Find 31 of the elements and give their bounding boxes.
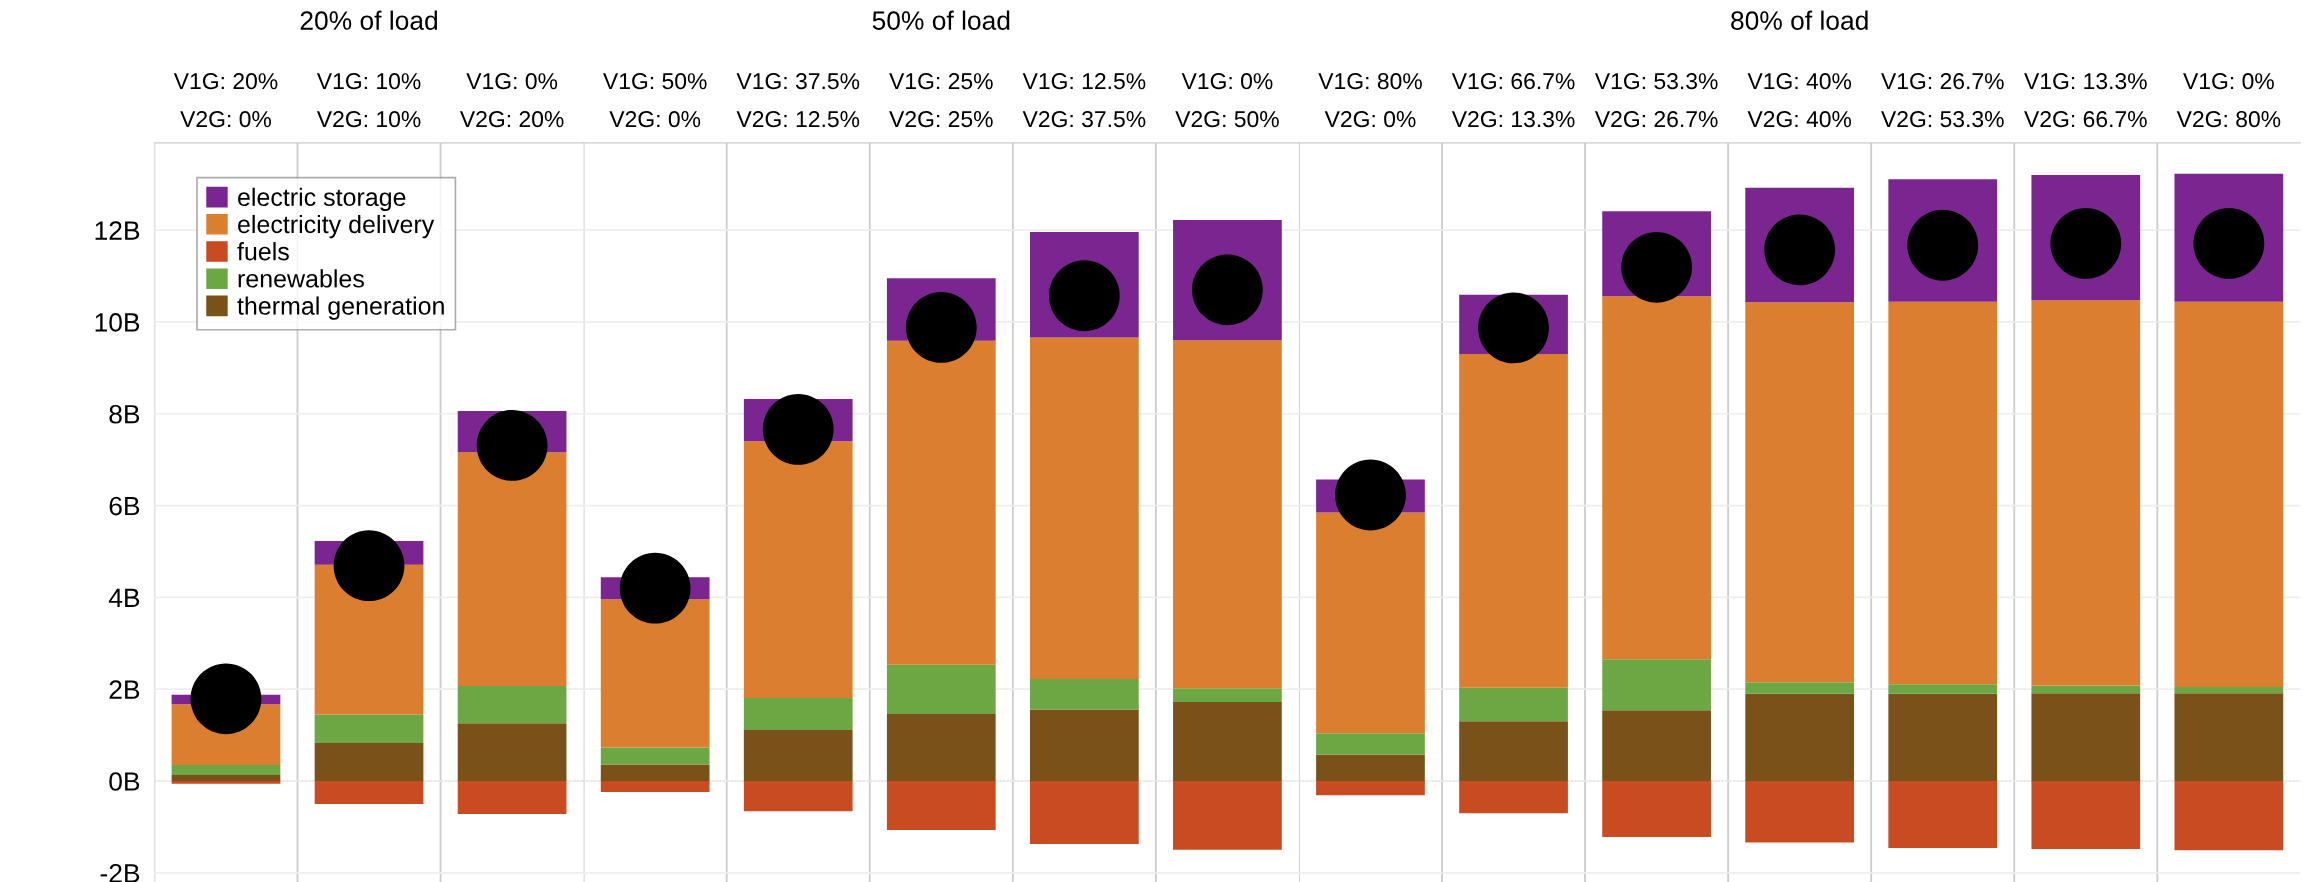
x-tick-label: V1G: 13.3% V2G: 66.7% — [2024, 73, 2147, 128]
x-tick-label: V1G: 10% V2G: 10% — [316, 73, 421, 128]
legend-label: fuels — [237, 242, 289, 261]
x-tick-label: V1G: 0% V2G: 20% — [459, 73, 564, 128]
chart-title: 80% of load — [1731, 10, 1868, 30]
x-tick-label: V1G: 53.3% V2G: 26.7% — [1594, 73, 1718, 128]
x-tick-label: V1G: 26.7% V2G: 53.3% — [1881, 73, 2004, 128]
y-tick-label: 6B — [109, 496, 140, 516]
legend-label: thermal generation — [237, 296, 444, 320]
legend-label: electricity delivery — [238, 214, 435, 239]
y-tick-label: 10B — [95, 313, 140, 332]
chart-title: 50% of load — [872, 10, 1010, 30]
y-tick-label: 0B — [109, 772, 140, 791]
y-tick-label: 4B — [108, 588, 140, 607]
x-tick-label: V1G: 0% V2G: 80% — [2176, 73, 2281, 128]
x-tick-label: V1G: 66.7% V2G: 13.3% — [1451, 73, 1575, 128]
x-tick-label: V1G: 12.5% V2G: 37.5% — [1022, 73, 1146, 128]
x-tick-label: V1G: 25% V2G: 25% — [889, 73, 993, 128]
x-tick-label: V1G: 50% V2G: 0% — [603, 73, 707, 128]
x-tick-label: V1G: 37.5% V2G: 12.5% — [736, 73, 860, 128]
y-tick-label: 8B — [109, 404, 140, 424]
x-tick-label: V1G: 80% V2G: 0% — [1318, 73, 1422, 128]
y-tick-label: 2B — [109, 680, 140, 699]
y-tick-label: -2B — [100, 863, 140, 882]
x-tick-label: V1G: 0% V2G: 50% — [1175, 73, 1279, 128]
y-tick-label: 12B — [95, 221, 140, 240]
legend-label: renewables — [238, 269, 364, 288]
x-tick-label: V1G: 40% V2G: 40% — [1747, 73, 1852, 128]
legend-label: electric storage — [238, 187, 406, 211]
x-tick-label: V1G: 20% V2G: 0% — [173, 73, 278, 128]
chart-title: 20% of load — [300, 10, 438, 30]
